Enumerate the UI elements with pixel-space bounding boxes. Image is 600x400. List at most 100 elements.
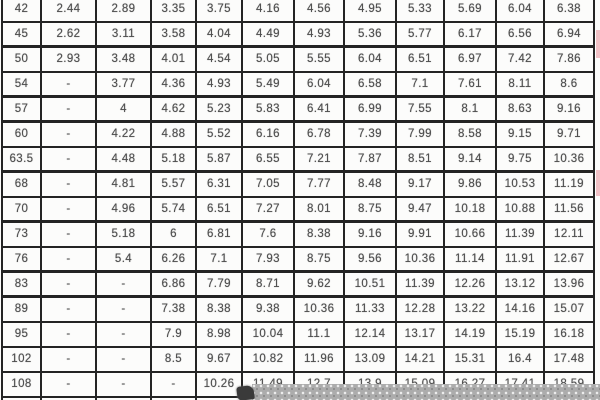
table-cell: 4 bbox=[95, 95, 152, 123]
table-cell: 7.99 bbox=[395, 120, 445, 148]
table-row: 63.5-4.48 5.18 5.87 6.55 7.21 7.87 8.51 9.14 9.7… bbox=[1, 145, 595, 173]
table-row: 50 2.93 3.48 4.01 4.54 5.05 5.55 6.04 6.51 6.97 7.… bbox=[1, 45, 595, 73]
table-row: 89- -7.38 8.38 9.38 10.36 11.33 12.28 13.22 14.1… bbox=[1, 295, 595, 323]
table-cell: 4.96 bbox=[95, 195, 152, 223]
table-cell: 54 bbox=[1, 70, 42, 98]
table-cell: 12.67 bbox=[543, 245, 595, 273]
table-cell: 6.81 bbox=[195, 220, 243, 248]
table-cell: 10.36 bbox=[395, 245, 445, 273]
table-row: 68-4.81 5.57 6.31 7.05 7.77 8.48 9.17 9.86 10.53… bbox=[1, 170, 595, 198]
table-cell: 15.31 bbox=[443, 345, 497, 373]
table-cell: 11.1 bbox=[293, 320, 345, 348]
table-row: 54-3.77 4.36 4.93 5.49 6.04 6.58 7.1 7.61 8.11 8.… bbox=[1, 70, 595, 98]
table-cell: 6.97 bbox=[443, 45, 497, 73]
table-row: 95- -7.9 8.98 10.04 11.1 12.14 13.17 14.19 15.19… bbox=[1, 320, 595, 348]
table-cell: 9.16 bbox=[343, 220, 397, 248]
table-cell: - bbox=[40, 170, 97, 198]
table-cell bbox=[40, 395, 97, 400]
table-cell: 57 bbox=[1, 95, 42, 123]
table-cell: - bbox=[95, 345, 152, 373]
table-cell: 4.54 bbox=[195, 45, 243, 73]
table-cell: 3.58 bbox=[150, 20, 197, 48]
table-cell: 9.16 bbox=[543, 95, 595, 123]
table-cell: 70 bbox=[1, 195, 42, 223]
table-cell: 8.58 bbox=[443, 120, 497, 148]
table-cell: 5.4 bbox=[95, 245, 152, 273]
table-cell: 10.36 bbox=[543, 145, 595, 173]
table-cell: 4.95 bbox=[343, 0, 397, 23]
table-cell: 5.49 bbox=[241, 70, 295, 98]
table-cell: - bbox=[40, 120, 97, 148]
table-cell: 6.86 bbox=[150, 270, 197, 298]
table-cell: 13.12 bbox=[495, 270, 545, 298]
table-cell: 9.67 bbox=[195, 345, 243, 373]
table-row: 57-4 4.62 5.23 5.83 6.41 6.99 7.55 8.1 8.63 9.16 bbox=[1, 95, 595, 123]
table-cell: 11.96 bbox=[293, 345, 345, 373]
table-cell: - bbox=[40, 245, 97, 273]
table-cell: 8.01 bbox=[293, 195, 345, 223]
table-cell: 10.53 bbox=[495, 170, 545, 198]
table-cell: 9.56 bbox=[343, 245, 397, 273]
table-cell: - bbox=[40, 145, 97, 173]
table-cell: 14.21 bbox=[395, 345, 445, 373]
table-cell: 8.71 bbox=[241, 270, 295, 298]
table-cell: 10.36 bbox=[293, 295, 345, 323]
table-cell: - bbox=[40, 320, 97, 348]
table-cell: 3.11 bbox=[95, 20, 152, 48]
table-cell: 10.26 bbox=[195, 370, 243, 398]
table-cell: 5.18 bbox=[95, 220, 152, 248]
table-cell: 5.77 bbox=[395, 20, 445, 48]
table-cell: 12.11 bbox=[543, 220, 595, 248]
table-cell: 12.26 bbox=[443, 270, 497, 298]
table-cell: 9.75 bbox=[495, 145, 545, 173]
table-cell: - bbox=[95, 320, 152, 348]
table-row: 83- -6.86 7.79 8.71 9.62 10.51 11.39 12.26 13.12… bbox=[1, 270, 595, 298]
table-cell: 11.33 bbox=[343, 295, 397, 323]
table-cell: 9.38 bbox=[241, 295, 295, 323]
table-cell: 10.18 bbox=[443, 195, 497, 223]
table-cell: 95 bbox=[1, 320, 42, 348]
table-cell: 5.87 bbox=[195, 145, 243, 173]
table-cell bbox=[1, 395, 42, 400]
table-cell: 6.17 bbox=[443, 20, 497, 48]
table-cell: 13.17 bbox=[395, 320, 445, 348]
table-cell: 12.28 bbox=[395, 295, 445, 323]
table-cell: - bbox=[40, 370, 97, 398]
table-cell: 83 bbox=[1, 270, 42, 298]
table-cell: 11.39 bbox=[495, 220, 545, 248]
table-cell: 13.09 bbox=[343, 345, 397, 373]
table-cell: 8.11 bbox=[495, 70, 545, 98]
table-cell: 7.38 bbox=[150, 295, 197, 323]
table-cell: 5.18 bbox=[150, 145, 197, 173]
table-cell: - bbox=[95, 270, 152, 298]
scan-edge-mark bbox=[596, 170, 600, 196]
table-cell: 9.15 bbox=[495, 120, 545, 148]
table-cell: 50 bbox=[1, 45, 42, 73]
table-cell: 7.87 bbox=[343, 145, 397, 173]
table-cell: 6.26 bbox=[150, 245, 197, 273]
table-cell: 7.1 bbox=[395, 70, 445, 98]
table-cell: 16.4 bbox=[495, 345, 545, 373]
table-cell: 5.33 bbox=[395, 0, 445, 23]
table-cell: 3.77 bbox=[95, 70, 152, 98]
table-cell: 10.51 bbox=[343, 270, 397, 298]
table-cell: 9.86 bbox=[443, 170, 497, 198]
table-cell: 7.6 bbox=[241, 220, 295, 248]
table-cell: 7.93 bbox=[241, 245, 295, 273]
table-cell: 4.49 bbox=[241, 20, 295, 48]
table-cell: 13.22 bbox=[443, 295, 497, 323]
table-cell: 60 bbox=[1, 120, 42, 148]
table-cell: 7.42 bbox=[495, 45, 545, 73]
table-cell: 8.75 bbox=[293, 245, 345, 273]
table-row: 70-4.96 5.74 6.51 7.27 8.01 8.75 9.47 10.18 10.8… bbox=[1, 195, 595, 223]
table-cell: 2.89 bbox=[95, 0, 152, 23]
table-cell: 5.52 bbox=[195, 120, 243, 148]
table-cell: 8.6 bbox=[543, 70, 595, 98]
table-cell: 10.88 bbox=[495, 195, 545, 223]
table-cell: 6.04 bbox=[293, 70, 345, 98]
table-cell: 6.04 bbox=[495, 0, 545, 23]
table-cell: 11.91 bbox=[495, 245, 545, 273]
table-cell: 4.16 bbox=[241, 0, 295, 23]
table-cell bbox=[95, 395, 152, 400]
